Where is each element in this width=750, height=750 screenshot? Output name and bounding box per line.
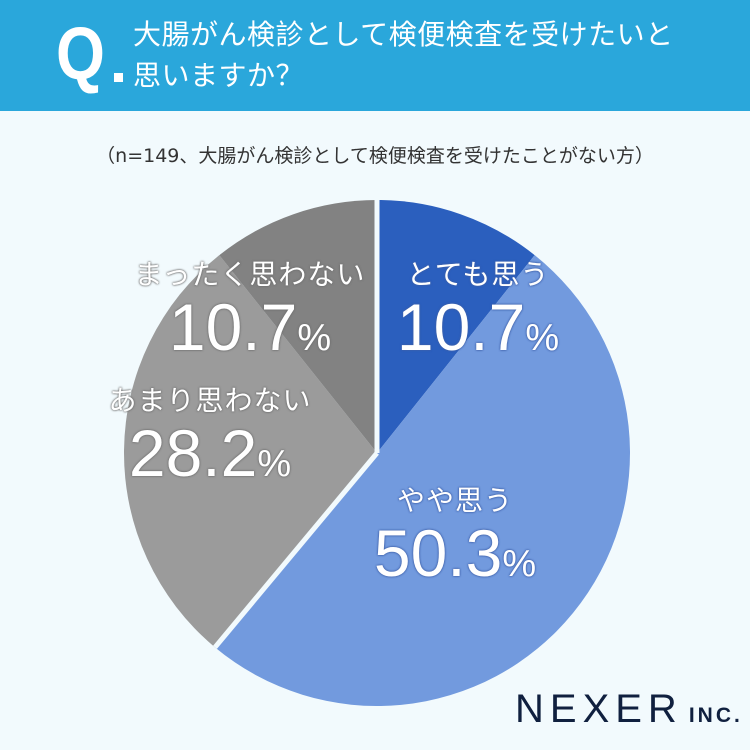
- slice-separator: [213, 451, 379, 649]
- percent-value: 28.2%: [128, 416, 292, 490]
- percent-value: 50.3%: [373, 516, 537, 590]
- q-dot: [114, 73, 123, 82]
- percent-value: 10.7%: [168, 290, 332, 364]
- slice-label-somewhat: やや思う 50.3%: [355, 484, 555, 599]
- pie-slice: [219, 200, 377, 453]
- percent-value: 10.7%: [396, 290, 560, 364]
- pie-slice: [123, 255, 377, 648]
- pie-slice: [214, 255, 630, 706]
- slice-label-very-much: とても思う 10.7%: [388, 258, 568, 373]
- category-label: とても思う: [406, 258, 550, 291]
- question-line-1: 大腸がん検診として検便検査を受けたいと: [133, 18, 674, 51]
- category-label: あまり思わない: [108, 384, 312, 417]
- question-text: 大腸がん検診として検便検査を受けたいと 思いますか？: [133, 14, 733, 96]
- nexer-logo: NEXER INC.: [515, 687, 743, 731]
- question-header: Q 大腸がん検診として検便検査を受けたいと 思いますか？: [0, 0, 750, 111]
- q-mark: Q: [56, 12, 105, 95]
- question-line-2: 思いますか？: [133, 59, 305, 92]
- category-label: まったく思わない: [134, 258, 366, 291]
- pie-slice: [377, 200, 535, 453]
- sample-note: （n=149、大腸がん検診として検便検査を受けたことがない方）: [96, 145, 654, 167]
- slice-label-not-at-all: まったく思わない 10.7%: [130, 258, 370, 373]
- category-label: やや思う: [396, 484, 513, 517]
- slice-label-not-much: あまり思わない 28.2%: [100, 384, 320, 499]
